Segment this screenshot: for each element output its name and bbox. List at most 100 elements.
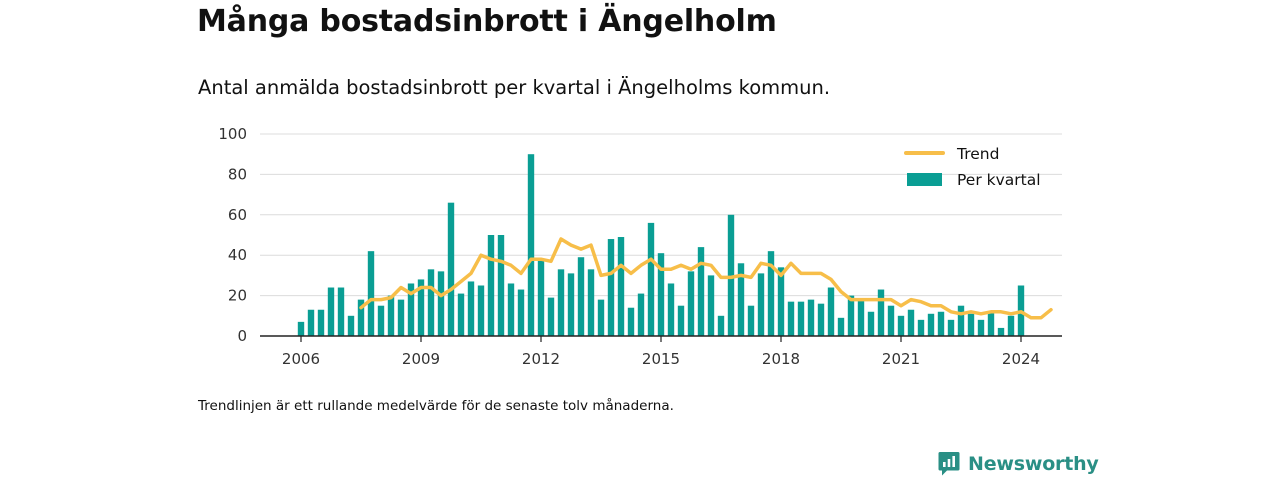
x-tick-label: 2015: [642, 350, 680, 368]
bar: [667, 283, 675, 336]
bar: [967, 313, 975, 336]
bar: [707, 275, 715, 336]
trend-series: [359, 237, 1053, 320]
bar: [297, 321, 305, 336]
brand-name: Newsworthy: [968, 453, 1099, 475]
bar: [827, 287, 835, 336]
bar: [857, 299, 865, 336]
bar: [957, 305, 965, 336]
trend-line: [359, 237, 1053, 320]
bar: [567, 273, 575, 336]
bar: [837, 317, 845, 336]
legend-bar-label: Per kvartal: [957, 171, 1041, 189]
bar: [727, 214, 735, 336]
bar: [517, 289, 525, 336]
y-tick-label: 40: [228, 246, 247, 264]
bar: [367, 251, 375, 336]
bar: [417, 279, 425, 336]
bar: [317, 309, 325, 336]
x-tick-label: 2006: [282, 350, 320, 368]
y-tick-label: 100: [218, 125, 247, 143]
bar: [867, 311, 875, 336]
bar: [887, 305, 895, 336]
bar: [767, 251, 775, 336]
bar: [457, 293, 465, 336]
brand-logo: Newsworthy: [938, 451, 1099, 477]
bar: [697, 247, 705, 336]
bar: [487, 235, 495, 336]
bar: [1007, 315, 1015, 336]
newsworthy-logo-icon: [938, 452, 960, 476]
bar: [477, 285, 485, 336]
bar: [897, 315, 905, 336]
bar: [617, 237, 625, 336]
bar: [927, 313, 935, 336]
chart-svg: 0 20 40 60 80 100 2006 2009 2012 2015 2018 2021 202…: [218, 125, 1062, 368]
bar: [907, 309, 915, 336]
footnote: Trendlinjen är ett rullande medelvärde f…: [198, 398, 674, 414]
legend-trend-label: Trend: [956, 145, 999, 163]
x-tick-label: 2021: [882, 350, 920, 368]
x-tick-label: 2018: [762, 350, 800, 368]
bar: [467, 281, 475, 336]
bar: [757, 273, 765, 336]
bar: [647, 222, 655, 336]
bar: [817, 303, 825, 336]
bar: [497, 235, 505, 336]
chart-subtitle: Antal anmälda bostadsinbrott per kvartal…: [198, 76, 831, 99]
bar: [877, 289, 885, 336]
bar: [307, 309, 315, 336]
bar: [847, 295, 855, 336]
bar: [407, 283, 415, 336]
bar: [527, 154, 535, 336]
y-axis-ticks: 0 20 40 60 80 100: [218, 125, 247, 345]
bar: [337, 287, 345, 336]
bar: [577, 257, 585, 336]
bar: [327, 287, 335, 336]
bar: [597, 299, 605, 336]
bar: [347, 315, 355, 336]
x-tick-label: 2012: [522, 350, 560, 368]
x-axis-ticks: 2006 2009 2012 2015 2018 2021 2024: [282, 336, 1040, 368]
bar: [547, 297, 555, 336]
bar: [917, 319, 925, 336]
bar: [587, 269, 595, 336]
bar: [937, 311, 945, 336]
bar: [737, 263, 745, 336]
bar: [537, 259, 545, 336]
bar: [977, 319, 985, 336]
y-tick-label: 20: [228, 287, 247, 305]
bar: [987, 311, 995, 336]
bar: [427, 269, 435, 336]
bar: [777, 267, 785, 336]
bar: [357, 299, 365, 336]
bar: [607, 239, 615, 336]
bar: [387, 295, 395, 336]
y-tick-label: 60: [228, 206, 247, 224]
bar: [557, 269, 565, 336]
bar: [807, 299, 815, 336]
x-tick-label: 2024: [1002, 350, 1040, 368]
bar: [717, 315, 725, 336]
bar: [947, 319, 955, 336]
bar: [787, 301, 795, 336]
legend-bar-swatch: [907, 173, 942, 186]
bar: [437, 271, 445, 336]
y-tick-label: 0: [237, 327, 247, 345]
bar: [997, 327, 1005, 336]
bar: [397, 299, 405, 336]
bar: [627, 307, 635, 336]
legend: Trend Per kvartal: [904, 145, 1041, 189]
x-tick-label: 2009: [402, 350, 440, 368]
bar: [747, 305, 755, 336]
bar: [447, 202, 455, 336]
bar: [687, 271, 695, 336]
bar: [507, 283, 515, 336]
y-tick-label: 80: [228, 165, 247, 183]
bar: [657, 253, 665, 336]
bar: [677, 305, 685, 336]
chart-title: Många bostadsinbrott i Ängelholm: [197, 4, 777, 39]
bar: [377, 305, 385, 336]
bar-series: [297, 154, 1025, 336]
bar: [797, 301, 805, 336]
